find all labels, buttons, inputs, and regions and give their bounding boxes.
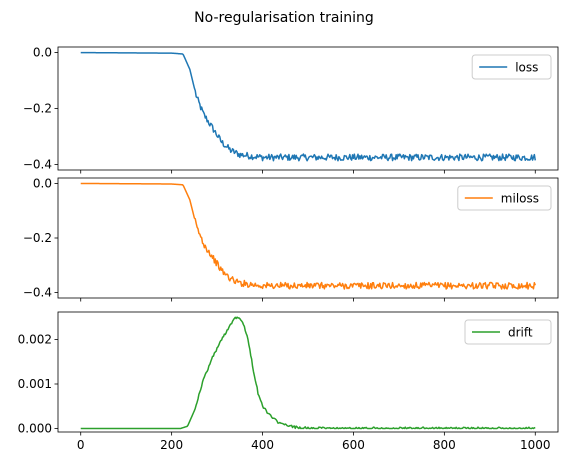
axes-3: 0.000 0.001 0.002 0 200 400 600 800 1000 drift [18,311,559,452]
x-tick-label: 200 [160,438,183,452]
y-tick-label: −0.2 [23,231,52,245]
legend-frame [464,319,552,345]
y-tick-label: −0.2 [23,102,52,116]
figure-suptitle: No-regularisation training [194,10,374,26]
x-tick-label: 600 [342,438,365,452]
legend: drift [464,319,552,345]
y-tick-label: 0.0 [33,46,52,60]
y-tick-label: 0.000 [18,421,52,435]
series-line-drift [80,316,536,430]
x-tick-label: 800 [433,438,456,452]
axes-frame [57,311,559,433]
legend-frame [471,54,552,80]
y-tick-label: −0.4 [23,286,52,300]
x-tick-label: 400 [251,438,274,452]
axes-2: 0.0 −0.2 −0.4 miloss [23,176,559,302]
x-tick-label: 1000 [520,438,551,452]
series-line-loss [80,51,537,162]
legend: miloss [457,185,552,211]
series-line-miloss [80,182,536,290]
legend-label-drift: drift [508,326,533,340]
legend-label-loss: loss [515,61,538,75]
axes-1: 0.0 −0.2 −0.4 loss [23,46,559,174]
axes-root: 0.0−0.2−0.4loss0.0−0.2−0.4miloss0.0000.0… [18,46,559,452]
y-tick-label: 0.0 [33,176,52,190]
y-tick-label: 0.001 [18,377,52,391]
x-tick-label: 0 [77,438,85,452]
legend: loss [471,54,552,80]
legend-label-miloss: miloss [501,192,539,206]
y-tick-label: −0.4 [23,157,52,171]
legend-frame [457,185,552,211]
y-tick-label: 0.002 [18,333,52,347]
